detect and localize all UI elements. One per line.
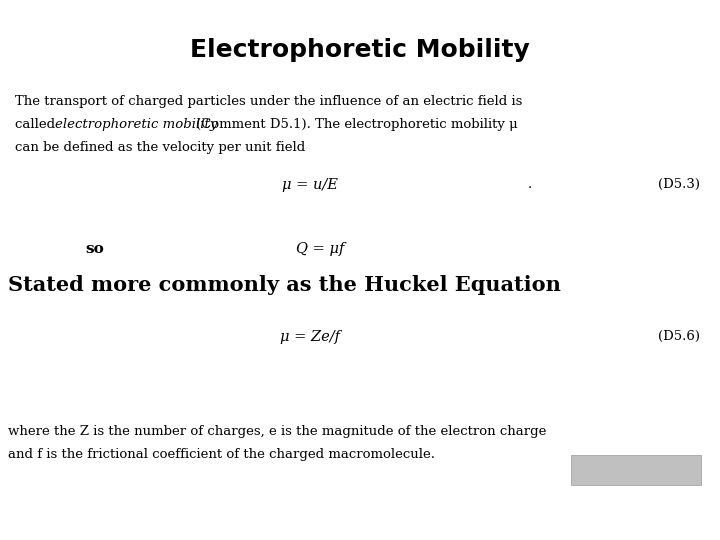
- Text: Stated more commonly as the Huckel Equation: Stated more commonly as the Huckel Equat…: [8, 275, 561, 295]
- Text: can be defined as the velocity per unit field: can be defined as the velocity per unit …: [15, 141, 305, 154]
- Text: where the Z is the number of charges, e is the magnitude of the electron charge: where the Z is the number of charges, e …: [8, 425, 546, 438]
- Text: so: so: [85, 242, 104, 256]
- Text: (D5.3): (D5.3): [658, 178, 700, 191]
- Text: (D5.6): (D5.6): [658, 330, 700, 343]
- Text: .: .: [528, 178, 532, 191]
- FancyBboxPatch shape: [571, 455, 701, 485]
- Text: and f is the frictional coefficient of the charged macromolecule.: and f is the frictional coefficient of t…: [8, 448, 435, 461]
- Text: Q = μf: Q = μf: [296, 242, 344, 256]
- Text: (Comment D5.1). The electrophoretic mobility μ: (Comment D5.1). The electrophoretic mobi…: [196, 118, 518, 131]
- Text: electrophoretic mobility: electrophoretic mobility: [55, 118, 217, 131]
- Text: called: called: [15, 118, 59, 131]
- Text: Electrophoretic Mobility: Electrophoretic Mobility: [190, 38, 530, 62]
- Text: The transport of charged particles under the influence of an electric field is: The transport of charged particles under…: [15, 95, 523, 108]
- Text: μ = u/E: μ = u/E: [282, 178, 338, 192]
- Text: μ = Ze/f: μ = Ze/f: [280, 330, 340, 344]
